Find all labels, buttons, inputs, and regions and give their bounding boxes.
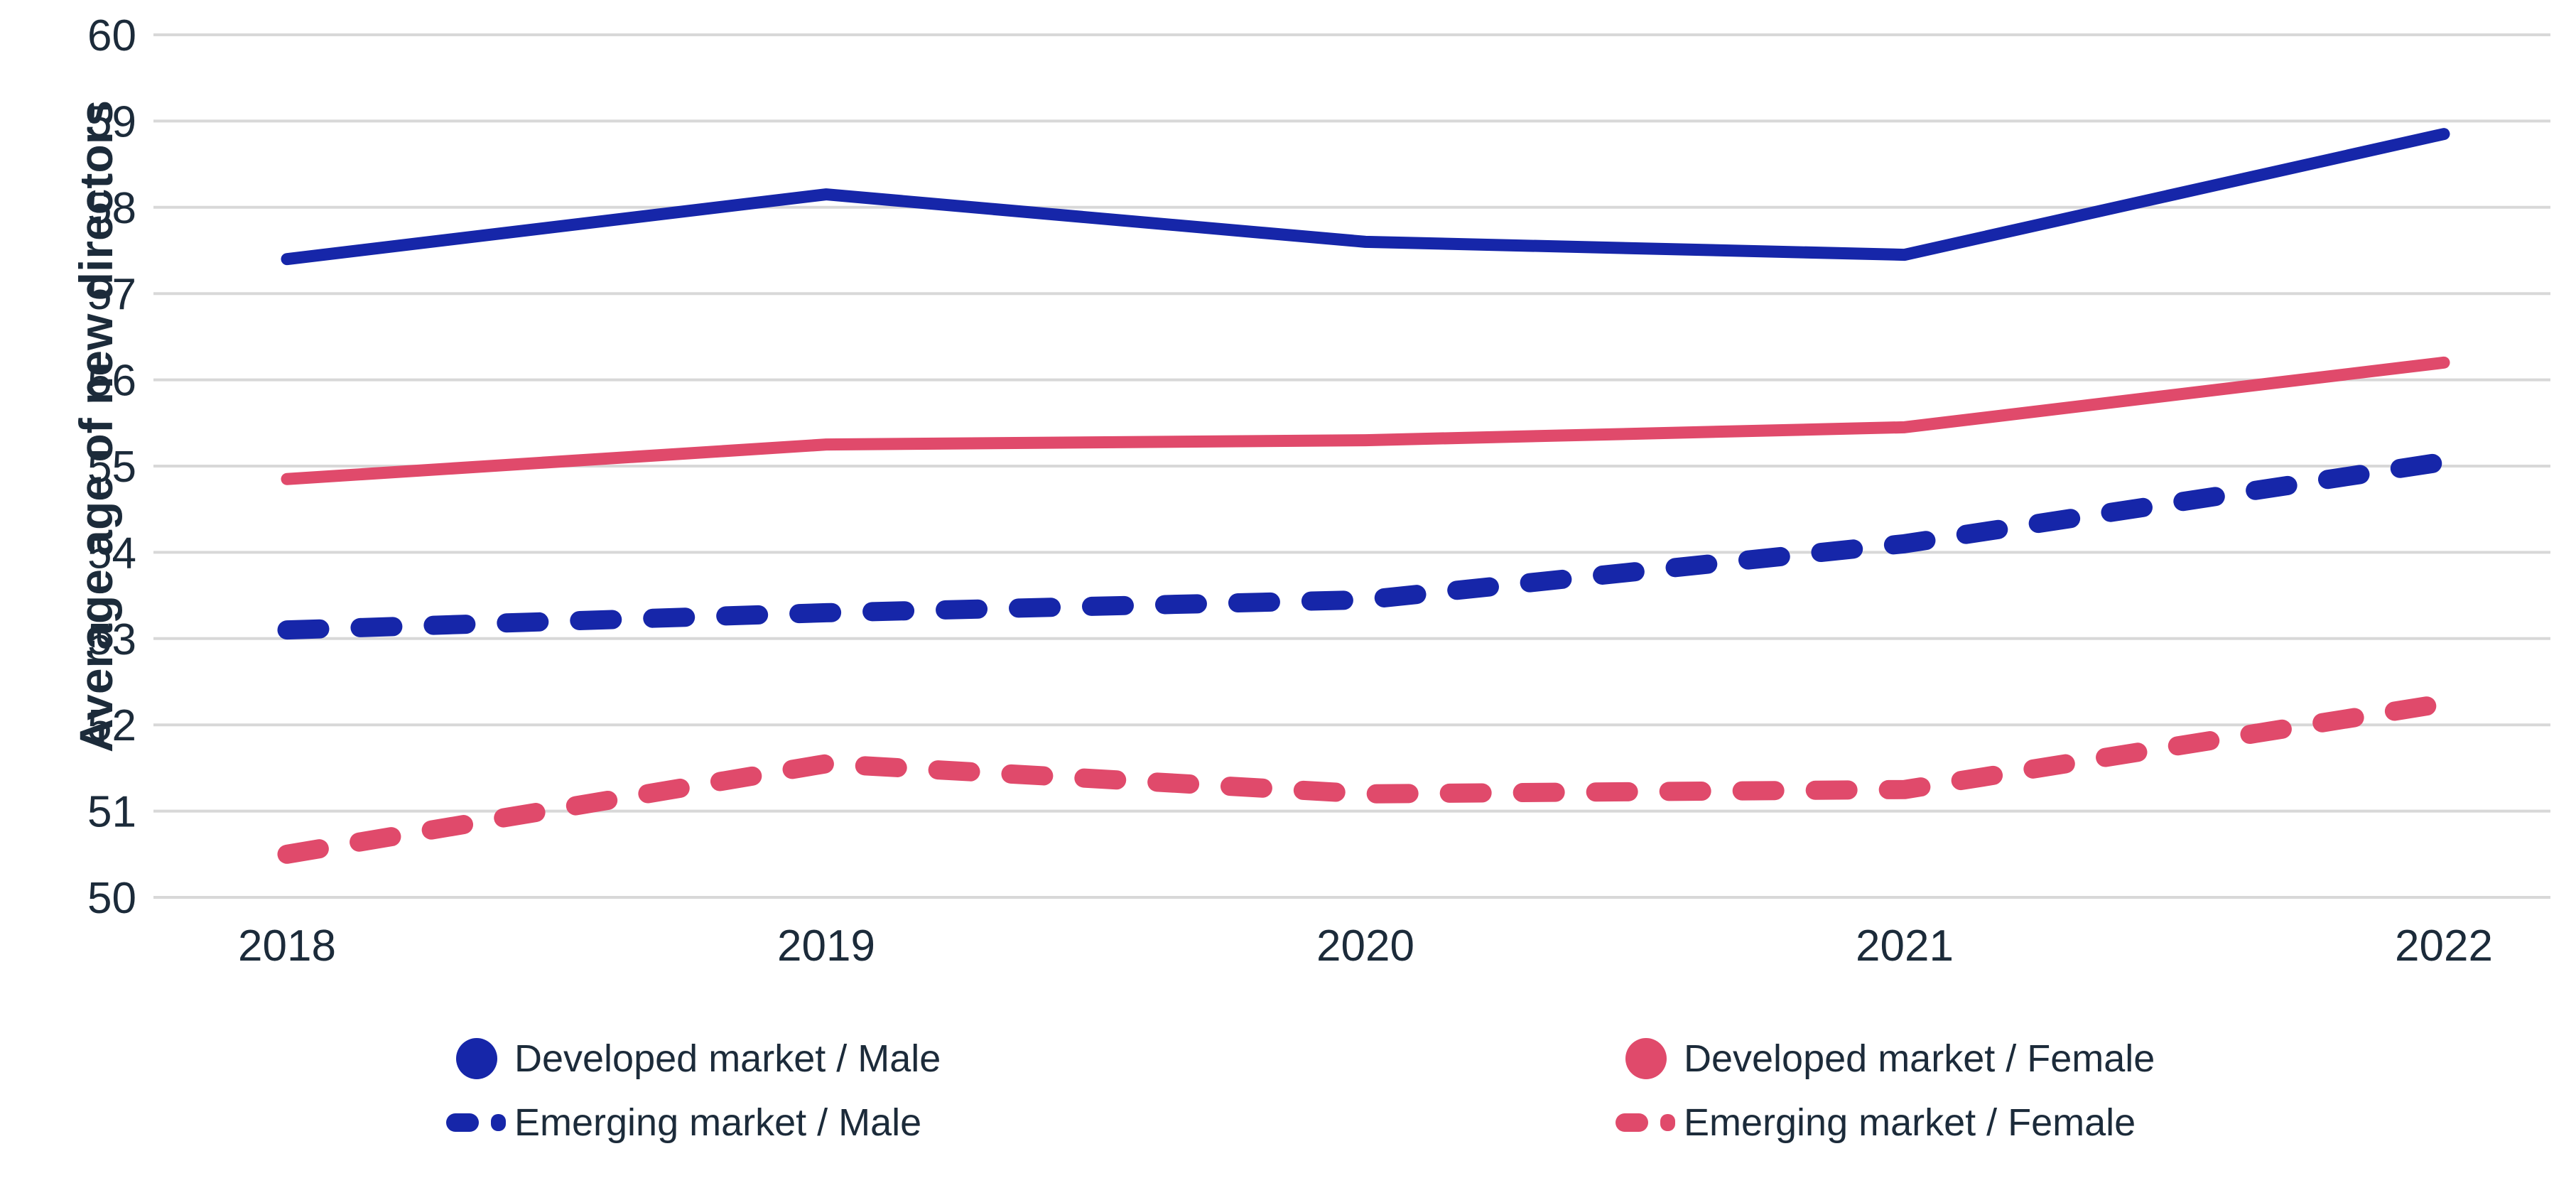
series-line-emerging-market-male xyxy=(277,452,2454,640)
y-tick-label-58: 58 xyxy=(87,184,136,233)
legend-label: Developed market / Female xyxy=(1684,1037,2155,1080)
legend-item-emerging-market-female: Emerging market / Female xyxy=(1616,1091,2155,1155)
dash-segment xyxy=(1660,1114,1675,1131)
y-tick-label-53: 53 xyxy=(87,615,136,664)
legend: Developed market / Male Emerging market … xyxy=(0,1027,2576,1162)
y-tick-label-52: 52 xyxy=(87,701,136,750)
x-tick-label-2018: 2018 xyxy=(238,922,336,971)
legend-label: Emerging market / Female xyxy=(1684,1101,2136,1144)
series-line-developed-market-female xyxy=(281,356,2450,485)
y-tick-label-57: 57 xyxy=(87,270,136,319)
legend-marker-box xyxy=(1616,1113,1684,1132)
legend-label: Emerging market / Male xyxy=(514,1101,922,1144)
solid-circle-icon xyxy=(1625,1038,1667,1079)
chart-plot-area: 60 59 58 57 56 55 54 53 52 51 50 2018 2019 2020 2021 20… xyxy=(87,11,2550,971)
y-tick-label-60: 60 xyxy=(87,11,136,60)
x-tick-label-2022: 2022 xyxy=(2395,922,2493,971)
y-tick-label-59: 59 xyxy=(87,97,136,146)
legend-item-developed-market-male: Developed market / Male xyxy=(446,1027,941,1091)
x-tick-label-2019: 2019 xyxy=(777,922,875,971)
dash-segment xyxy=(1616,1113,1648,1132)
y-tick-label-55: 55 xyxy=(87,443,136,492)
series-line-emerging-market-female xyxy=(277,693,2454,864)
series-line-developed-market-male xyxy=(281,128,2450,266)
dashed-line-icon xyxy=(1616,1113,1675,1132)
y-tick-label-51: 51 xyxy=(87,788,136,837)
legend-item-emerging-market-male: Emerging market / Male xyxy=(446,1091,941,1155)
legend-column-male: Developed market / Male Emerging market … xyxy=(446,1027,941,1155)
dashed-line-icon xyxy=(446,1113,506,1132)
legend-label: Developed market / Male xyxy=(514,1037,941,1080)
y-tick-label-56: 56 xyxy=(87,357,136,406)
legend-marker-box xyxy=(1616,1038,1684,1079)
legend-column-female: Developed market / Female Emerging marke… xyxy=(1616,1027,2155,1155)
legend-marker-box xyxy=(446,1038,514,1079)
dash-segment xyxy=(446,1113,479,1132)
dash-segment xyxy=(491,1114,506,1131)
legend-marker-box xyxy=(446,1113,514,1132)
x-tick-label-2021: 2021 xyxy=(1856,922,1954,971)
y-tick-label-54: 54 xyxy=(87,529,136,578)
y-tick-label-50: 50 xyxy=(87,874,136,923)
solid-circle-icon xyxy=(456,1038,497,1079)
legend-item-developed-market-female: Developed market / Female xyxy=(1616,1027,2155,1091)
x-tick-label-2020: 2020 xyxy=(1316,922,1414,971)
